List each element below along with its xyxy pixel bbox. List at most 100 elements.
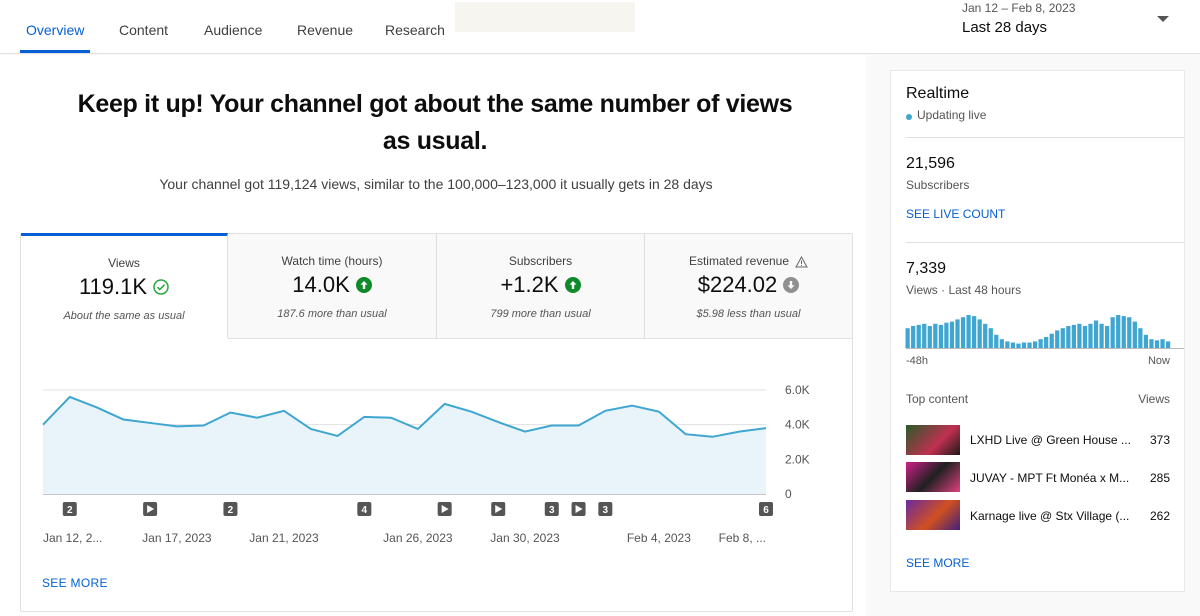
bar <box>972 316 977 348</box>
event-marker[interactable] <box>437 502 452 516</box>
dropdown-caret[interactable] <box>1157 16 1169 22</box>
event-marker[interactable] <box>491 502 506 516</box>
metric-note: 799 more than usual <box>490 308 591 320</box>
bar <box>999 339 1004 348</box>
headline: Keep it up! Your channel got about the s… <box>77 90 793 155</box>
x-tick-label: Jan 30, 2023 <box>490 531 560 545</box>
metric-tab[interactable]: Views 119.1K About the same as usual <box>21 233 228 338</box>
marker-label: 2 <box>228 505 234 516</box>
trend-icon <box>564 276 581 293</box>
bar <box>1049 333 1054 348</box>
bar <box>1088 323 1093 348</box>
content-title[interactable]: JUVAY - MPT Ft Monéa x M... <box>970 471 1130 485</box>
play-icon <box>575 505 583 513</box>
metric-label-text: Views <box>108 256 140 270</box>
bar <box>1010 342 1016 348</box>
event-marker[interactable]: 4 <box>357 502 372 516</box>
marker-box <box>357 502 372 516</box>
play-icon <box>495 505 503 513</box>
bar <box>994 334 999 348</box>
metric-note: $5.98 less than usual <box>696 308 801 320</box>
bar <box>1032 341 1038 348</box>
metric-tab[interactable]: Estimated revenue $224.02 $5.98 less than … <box>645 234 853 339</box>
metric-value: $224.02 <box>645 272 852 298</box>
marker-box <box>544 502 559 516</box>
bar <box>1105 326 1110 348</box>
tab[interactable]: Revenue <box>297 22 354 38</box>
top-content-title: Top content <box>906 392 969 406</box>
marker-box <box>598 502 613 516</box>
marker-box <box>223 502 238 516</box>
tab[interactable]: Research <box>385 22 445 38</box>
start-label: -48h <box>906 355 929 367</box>
bar <box>1121 316 1126 348</box>
event-marker[interactable]: 3 <box>598 502 613 516</box>
thumbnail[interactable] <box>906 462 960 492</box>
y-tick-label: 4.0K <box>785 418 810 432</box>
see-more[interactable]: SEE MORE <box>906 556 970 570</box>
metric-value-text: $224.02 <box>697 272 778 297</box>
event-marker[interactable] <box>571 502 586 516</box>
bar <box>905 328 910 348</box>
tab[interactable]: Content <box>119 22 169 38</box>
see-more[interactable]: SEE MORE <box>42 576 108 590</box>
warning-icon <box>795 255 808 268</box>
see-live-count[interactable]: SEE LIVE COUNT <box>906 207 1006 221</box>
content-title[interactable]: Karnage live @ Stx Village (... <box>970 509 1130 523</box>
y-tick-label: 2.0K <box>785 452 810 466</box>
y-tick-label: 0 <box>785 487 792 501</box>
bar <box>927 326 932 348</box>
bar <box>977 319 982 348</box>
bar <box>1132 321 1137 348</box>
bar <box>960 317 966 348</box>
bar <box>916 324 921 348</box>
bar <box>983 323 988 348</box>
live-status: Updating live <box>917 108 987 122</box>
bar <box>1005 341 1010 348</box>
x-tick-label: Feb 8, ... <box>719 531 766 545</box>
event-marker[interactable]: 2 <box>62 502 77 516</box>
tab[interactable]: Audience <box>204 22 263 38</box>
marker-label: 4 <box>362 505 368 516</box>
metric-label-text: Watch time (hours) <box>281 254 383 268</box>
metric-tab[interactable]: Watch time (hours) 14.0K 187.6 more than u… <box>228 234 437 339</box>
separator <box>906 242 1184 243</box>
live-dot <box>906 114 912 120</box>
bar <box>1154 340 1160 348</box>
metric-note: 187.6 more than usual <box>277 308 387 320</box>
metric-tab[interactable]: Subscribers +1.2K 799 more than usual <box>437 234 645 339</box>
trend-icon <box>783 276 800 293</box>
trend-icon <box>153 278 169 295</box>
tab-underline <box>20 50 90 53</box>
area <box>43 396 766 494</box>
content-views: 262 <box>1149 509 1170 523</box>
views-column: Views <box>1138 392 1170 406</box>
realtime-bars <box>905 315 1171 348</box>
realtime-title: Realtime <box>906 85 970 102</box>
date-range[interactable]: Jan 12 – Feb 8, 2023 <box>962 1 1076 15</box>
metric-note: About the same as usual <box>63 310 185 322</box>
thumbnail[interactable] <box>906 425 960 455</box>
period[interactable]: Last 28 days <box>962 19 1048 36</box>
event-marker[interactable]: 3 <box>544 502 559 516</box>
bar <box>1127 317 1132 348</box>
y-tick-label: 6.0K <box>785 383 810 397</box>
bar <box>922 323 927 348</box>
event-marker[interactable]: 2 <box>223 502 238 516</box>
thumbnail[interactable] <box>906 500 960 530</box>
tab[interactable]: Overview <box>26 22 85 38</box>
bar <box>933 323 938 348</box>
line <box>42 395 767 438</box>
marker-label: 3 <box>603 505 609 516</box>
subscriber-count: 21,596 <box>906 155 955 172</box>
event-marker[interactable]: 6 <box>759 502 773 516</box>
content-views: 285 <box>1149 471 1170 485</box>
bar <box>1099 323 1104 348</box>
x-tick-label: Jan 21, 2023 <box>249 531 319 545</box>
content-title[interactable]: LXHD Live @ Green House ... <box>970 433 1131 447</box>
metric-label: Views <box>21 256 227 270</box>
event-marker[interactable] <box>143 502 158 516</box>
marker-label: 2 <box>67 505 73 516</box>
subscriber-label: Subscribers <box>906 178 970 192</box>
metric-value: +1.2K <box>437 272 644 298</box>
